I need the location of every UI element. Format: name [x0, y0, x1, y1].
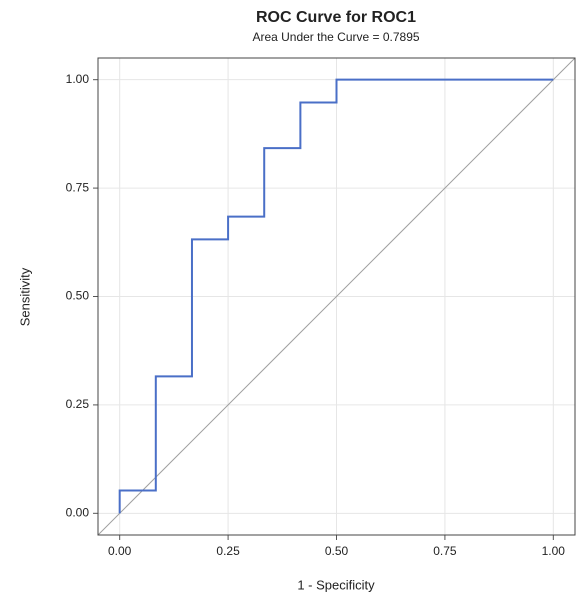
y-tick-label: 0.50: [66, 289, 90, 303]
y-tick-label: 0.25: [66, 397, 90, 411]
y-tick-label: 0.00: [66, 505, 90, 519]
x-tick-label: 1.00: [542, 544, 566, 558]
y-axis-title: Sensitivity: [17, 267, 32, 326]
y-tick-label: 1.00: [66, 72, 90, 86]
y-tick-label: 0.75: [66, 180, 90, 194]
x-axis-title: 1 - Specificity: [297, 577, 375, 592]
x-tick-label: 0.50: [325, 544, 349, 558]
x-tick-label: 0.25: [216, 544, 240, 558]
x-tick-label: 0.75: [433, 544, 457, 558]
chart-subtitle: Area Under the Curve = 0.7895: [252, 30, 419, 44]
roc-curve: [118, 78, 554, 514]
chart-title: ROC Curve for ROC1: [256, 9, 416, 26]
reference-diagonal: [97, 57, 576, 536]
x-tick-label: 0.00: [108, 544, 132, 558]
plot-frame: [97, 57, 576, 536]
